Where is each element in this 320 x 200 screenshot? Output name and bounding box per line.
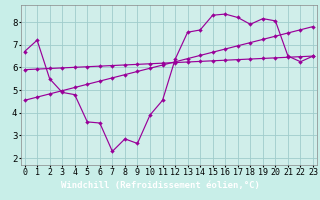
Text: Windchill (Refroidissement éolien,°C): Windchill (Refroidissement éolien,°C) [60,181,260,190]
